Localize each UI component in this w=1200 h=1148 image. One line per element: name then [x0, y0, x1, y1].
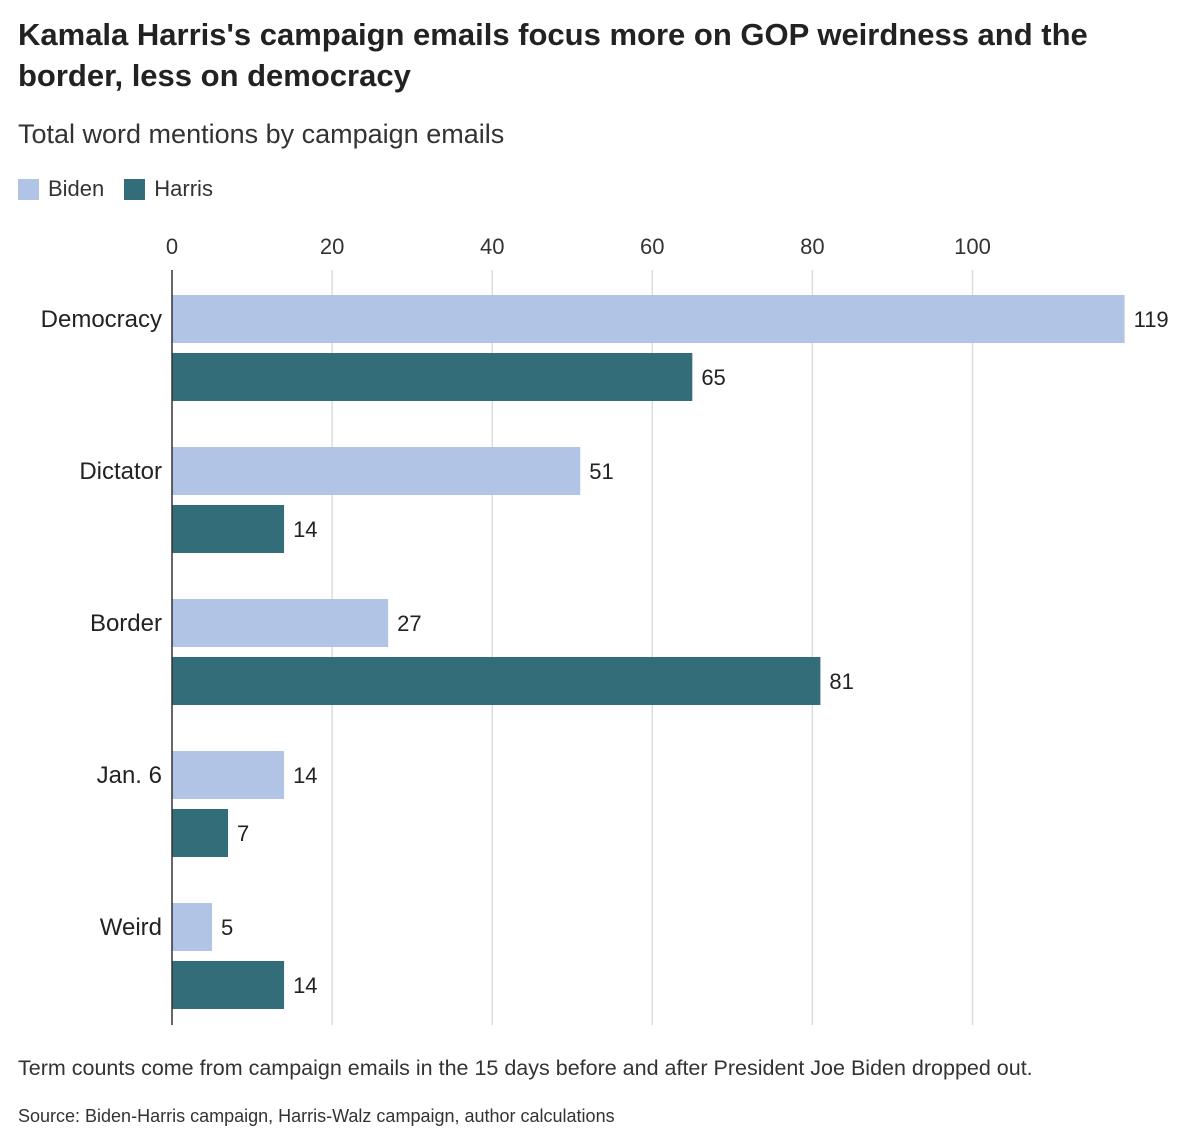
- bar-biden: [172, 295, 1125, 343]
- x-tick-label: 60: [640, 234, 664, 259]
- chart-subtitle: Total word mentions by campaign emails: [18, 119, 505, 149]
- data-label: 14: [293, 517, 317, 542]
- chart-note: Term counts come from campaign emails in…: [18, 1056, 1033, 1080]
- chart-source: Source: Biden-Harris campaign, Harris-Wa…: [18, 1106, 615, 1126]
- data-label: 27: [397, 611, 421, 636]
- bar-harris: [172, 657, 821, 705]
- category-label: Dictator: [79, 458, 162, 485]
- x-tick-label: 0: [166, 234, 178, 259]
- bar-biden: [172, 751, 285, 799]
- bar-biden: [172, 903, 213, 951]
- bar-harris: [172, 505, 285, 553]
- data-label: 119: [1134, 307, 1169, 332]
- category-label: Weird: [100, 914, 162, 941]
- x-tick-label: 40: [480, 234, 504, 259]
- legend-swatch-biden: [18, 178, 39, 200]
- x-tick-label: 80: [800, 234, 824, 259]
- bar-chart: 0 20 40 60 80 100 Democracy 119 65 Dictator 51 14 Bo…: [41, 234, 1169, 1025]
- bar-harris: [172, 961, 285, 1009]
- data-label: 65: [701, 365, 725, 390]
- data-label: 5: [221, 915, 233, 940]
- chart-title: Kamala Harris's campaign emails focus mo…: [18, 17, 1088, 93]
- data-label: 51: [589, 459, 613, 484]
- data-label: 14: [293, 763, 317, 788]
- legend-label-harris: Harris: [154, 176, 213, 201]
- data-label: 81: [829, 669, 853, 694]
- bar-harris: [172, 353, 693, 401]
- data-label: 14: [293, 973, 317, 998]
- category-label: Border: [90, 610, 162, 637]
- category-label: Jan. 6: [97, 762, 162, 789]
- bar-biden: [172, 599, 389, 647]
- x-tick-label: 20: [320, 234, 344, 259]
- legend-label-biden: Biden: [48, 176, 105, 201]
- data-label: 7: [237, 821, 249, 846]
- x-tick-label: 100: [954, 234, 991, 259]
- bar-biden: [172, 447, 581, 495]
- category-label: Democracy: [41, 306, 162, 333]
- legend-swatch-harris: [124, 178, 146, 200]
- legend-item-harris: Harris: [124, 176, 213, 202]
- legend: Biden Harris: [18, 176, 233, 202]
- bar-harris: [172, 809, 229, 857]
- legend-item-biden: Biden: [18, 176, 104, 202]
